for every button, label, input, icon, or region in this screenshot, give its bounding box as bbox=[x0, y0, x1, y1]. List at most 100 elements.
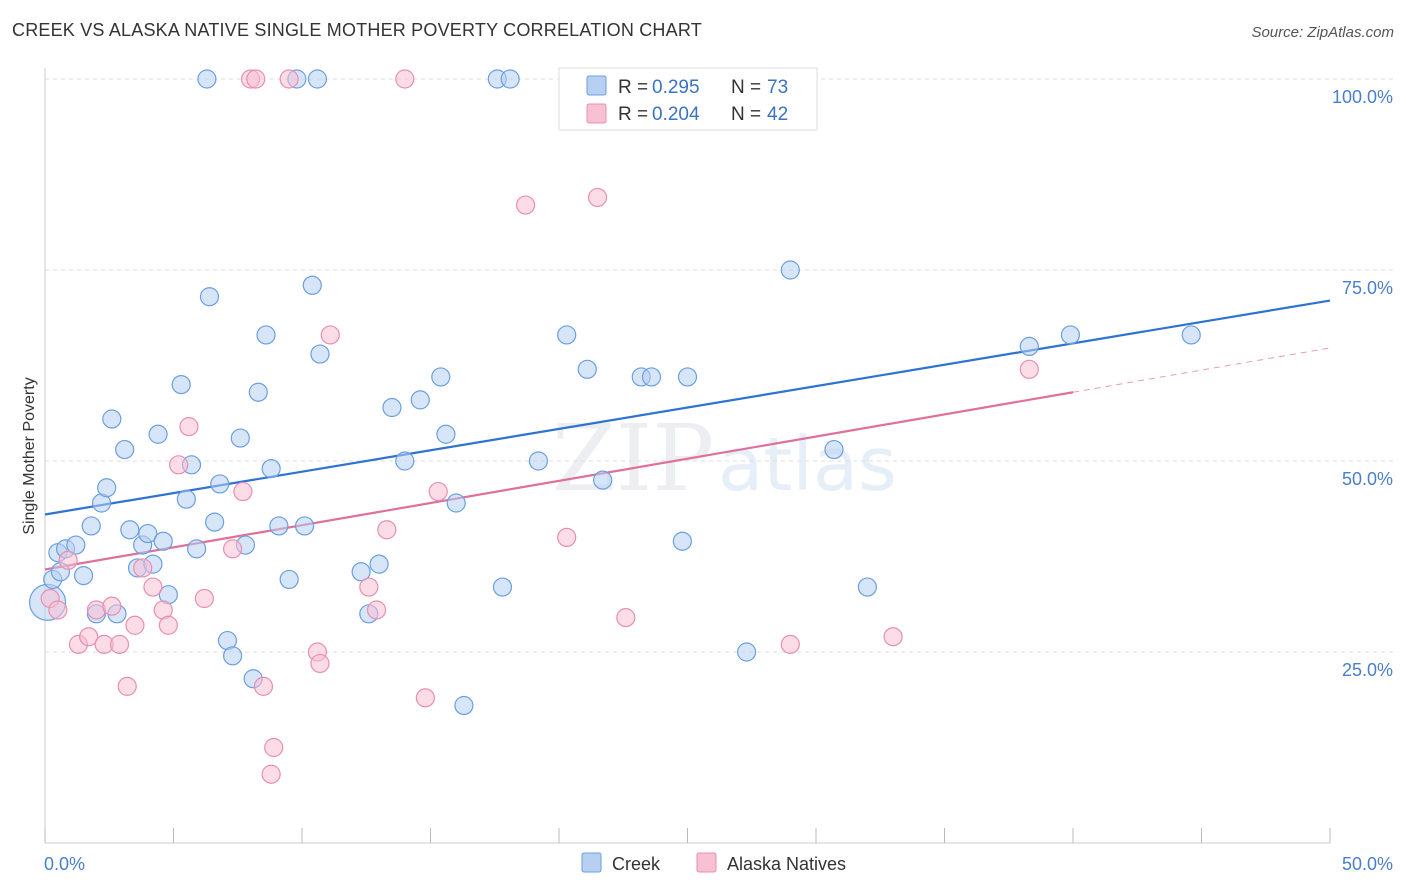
legend-swatch-alaska bbox=[586, 103, 607, 124]
gridlines bbox=[45, 78, 1393, 653]
series-legend: Creek Alaska Natives bbox=[581, 852, 846, 874]
alaska-point bbox=[158, 615, 178, 635]
series-legend-label-creek: Creek bbox=[612, 854, 661, 874]
creek-point bbox=[66, 535, 86, 555]
alaska-point bbox=[1019, 359, 1039, 379]
y-tick-labels: 25.0% 50.0% 75.0% 100.0% bbox=[1332, 87, 1393, 680]
alaska-trend-line bbox=[44, 391, 1074, 571]
creek-point bbox=[310, 344, 330, 364]
legend-n-value-alaska: 42 bbox=[767, 104, 788, 125]
creek-point bbox=[199, 287, 220, 307]
creek-point bbox=[210, 474, 230, 494]
series-legend-swatch-alaska bbox=[696, 852, 717, 873]
creek-point bbox=[294, 516, 315, 536]
axes bbox=[44, 68, 1331, 844]
x-tick-label-min: 0.0% bbox=[44, 854, 85, 874]
creek-point bbox=[593, 470, 613, 490]
creek-point bbox=[120, 520, 140, 540]
creek-point bbox=[115, 439, 135, 460]
creek-point bbox=[187, 539, 207, 559]
creek-point bbox=[97, 478, 117, 498]
legend-r-label-creek: R = bbox=[618, 77, 648, 98]
series-legend-label-alaska: Alaska Natives bbox=[727, 854, 846, 874]
series-legend-swatch-creek bbox=[581, 852, 602, 873]
y-tick-label: 75.0% bbox=[1342, 278, 1393, 298]
alaska-point bbox=[587, 187, 608, 208]
alaska-point bbox=[428, 481, 448, 502]
creek-point bbox=[256, 325, 276, 345]
creek-point bbox=[492, 577, 513, 597]
data-points bbox=[28, 69, 1201, 784]
creek-point bbox=[1019, 336, 1039, 356]
creek-point bbox=[153, 531, 173, 551]
creek-point bbox=[223, 646, 243, 666]
source-credit: Source: ZipAtlas.com bbox=[1251, 24, 1394, 41]
alaska-point bbox=[415, 688, 435, 708]
creek-point bbox=[672, 531, 692, 551]
creek-point bbox=[410, 390, 430, 410]
creek-point bbox=[261, 459, 281, 479]
alaska-point bbox=[223, 539, 243, 559]
creek-point bbox=[395, 451, 415, 471]
creek-point bbox=[577, 359, 597, 379]
creek-point bbox=[176, 489, 196, 509]
creek-point bbox=[780, 260, 800, 280]
creek-point bbox=[102, 409, 122, 429]
creek-point bbox=[307, 69, 328, 89]
creek-point bbox=[824, 439, 844, 460]
creek-point bbox=[369, 554, 389, 574]
creek-point bbox=[431, 367, 451, 387]
creek-point bbox=[1060, 325, 1081, 345]
creek-point bbox=[302, 275, 322, 295]
alaska-point bbox=[102, 596, 122, 616]
legend-r-value-creek: 0.295 bbox=[652, 77, 700, 98]
alaska-point bbox=[557, 527, 577, 548]
chart-title: CREEK VS ALASKA NATIVE SINGLE MOTHER POV… bbox=[12, 20, 702, 40]
creek-point bbox=[230, 428, 250, 448]
creek-point bbox=[436, 424, 456, 444]
creek-point bbox=[171, 375, 191, 395]
watermark-atlas: atlas bbox=[718, 422, 897, 508]
alaska-point bbox=[780, 634, 800, 654]
creek-point bbox=[73, 565, 94, 586]
y-axis-label: Single Mother Poverty bbox=[21, 377, 38, 534]
creek-point bbox=[1181, 325, 1201, 345]
legend-n-label-creek: N = bbox=[731, 77, 761, 98]
creek-point bbox=[446, 493, 466, 513]
creek-point bbox=[737, 642, 757, 662]
creek-trend-line bbox=[44, 299, 1331, 516]
trend-lines bbox=[44, 299, 1331, 571]
creek-point bbox=[528, 451, 549, 471]
alaska-point bbox=[377, 520, 397, 540]
alaska-point bbox=[310, 653, 330, 674]
alaska-point bbox=[261, 764, 281, 784]
legend-n-value-creek: 73 bbox=[767, 77, 788, 98]
stats-legend: R = 0.295 N = 73 R = 0.204 N = 42 bbox=[558, 67, 818, 131]
alaska-point bbox=[58, 550, 78, 570]
creek-point bbox=[677, 367, 698, 387]
legend-n-label-alaska: N = bbox=[731, 104, 761, 125]
alaska-point bbox=[616, 608, 636, 628]
creek-point bbox=[205, 512, 225, 532]
alaska-point bbox=[246, 69, 266, 89]
creek-point bbox=[279, 569, 299, 590]
creek-point bbox=[454, 695, 474, 716]
creek-point bbox=[641, 367, 662, 387]
alaska-point bbox=[117, 676, 137, 696]
alaska-point bbox=[253, 676, 274, 696]
x-tick-label-max: 50.0% bbox=[1342, 854, 1393, 874]
alaska-point bbox=[143, 577, 163, 597]
creek-point bbox=[248, 382, 268, 402]
creek-point bbox=[81, 516, 101, 536]
alaska-point bbox=[320, 325, 340, 345]
alaska-point bbox=[279, 69, 299, 89]
watermark: ZIP atlas bbox=[552, 405, 897, 512]
legend-r-value-alaska: 0.204 bbox=[652, 104, 700, 125]
creek-point bbox=[197, 69, 217, 89]
alaska-point bbox=[109, 634, 130, 654]
alaska-point bbox=[133, 558, 153, 578]
y-tick-label: 25.0% bbox=[1342, 660, 1393, 680]
alaska-point bbox=[395, 69, 415, 89]
alaska-point bbox=[125, 615, 145, 635]
